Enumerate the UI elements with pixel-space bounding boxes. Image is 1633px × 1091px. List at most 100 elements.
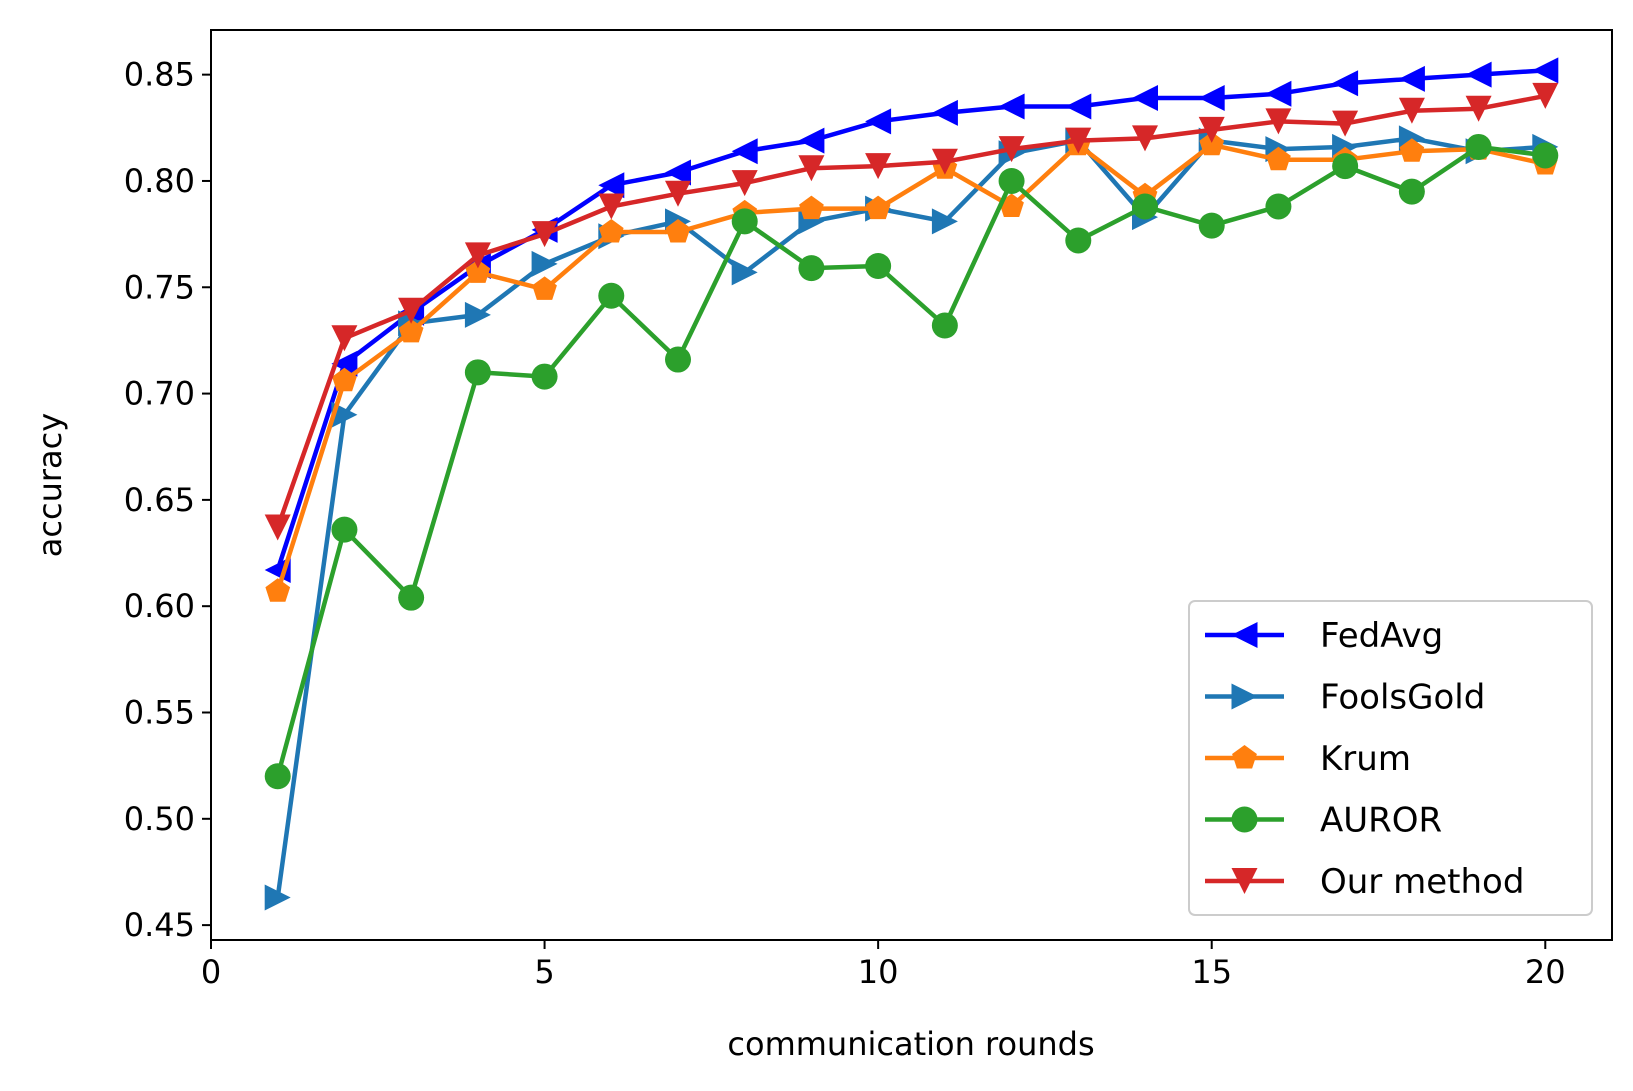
data-point-auror bbox=[398, 584, 425, 611]
data-point-auror bbox=[1132, 193, 1158, 220]
data-point-fedavg bbox=[1265, 80, 1292, 107]
data-point-fedavg bbox=[1332, 70, 1359, 97]
data-point-our-method bbox=[1398, 97, 1425, 124]
data-point-foolsgold bbox=[264, 884, 291, 911]
legend-label: FedAvg bbox=[1320, 616, 1443, 656]
data-point-auror bbox=[865, 253, 892, 280]
data-point-our-method bbox=[264, 514, 291, 541]
data-point-our-method bbox=[665, 180, 691, 207]
data-point-our-method bbox=[1465, 95, 1492, 122]
legend: FedAvg FoolsGold Krum AUROR Our method bbox=[1188, 600, 1593, 916]
legend-swatch-marker bbox=[1232, 745, 1257, 769]
data-point-krum bbox=[598, 219, 624, 243]
y-tick-label: 0.70 bbox=[124, 375, 195, 413]
data-point-our-method bbox=[598, 193, 625, 220]
data-point-auror bbox=[1065, 227, 1092, 254]
plot-frame bbox=[210, 29, 1613, 941]
data-point-fedavg bbox=[731, 138, 758, 165]
data-point-fedavg bbox=[1132, 85, 1158, 111]
data-point-fedavg bbox=[798, 127, 825, 154]
data-point-auror bbox=[931, 312, 958, 339]
y-tick-label: 0.85 bbox=[124, 56, 195, 94]
legend-label: Krum bbox=[1320, 739, 1411, 779]
y-tick-label: 0.75 bbox=[124, 268, 195, 306]
data-point-krum bbox=[465, 259, 491, 283]
data-point-our-method bbox=[931, 148, 958, 175]
legend-swatch-marker bbox=[1231, 868, 1258, 894]
data-point-auror bbox=[731, 208, 758, 235]
data-point-fedavg bbox=[598, 172, 625, 199]
data-point-auror bbox=[264, 763, 291, 790]
x-tick-label: 20 bbox=[1525, 953, 1566, 991]
x-tick-label: 5 bbox=[534, 953, 554, 991]
y-tick-label: 0.50 bbox=[124, 800, 195, 838]
legend-label: AUROR bbox=[1320, 801, 1442, 841]
series-our-method bbox=[264, 82, 1559, 541]
data-point-krum bbox=[665, 219, 691, 243]
data-point-fedavg bbox=[865, 108, 892, 135]
series-auror bbox=[264, 133, 1559, 790]
data-point-auror bbox=[331, 516, 358, 543]
x-tick-label: 15 bbox=[1191, 953, 1232, 991]
data-point-foolsgold bbox=[464, 301, 491, 328]
data-point-our-method bbox=[464, 242, 491, 269]
data-point-krum bbox=[398, 318, 424, 343]
data-point-our-method bbox=[1065, 127, 1092, 154]
y-axis-label: accuracy bbox=[31, 413, 69, 557]
data-point-auror bbox=[1198, 212, 1225, 239]
data-point-foolsgold bbox=[931, 208, 958, 235]
data-point-our-method bbox=[331, 325, 358, 352]
data-point-our-method bbox=[1532, 82, 1559, 109]
data-point-our-method bbox=[1132, 125, 1158, 152]
data-point-our-method bbox=[865, 153, 892, 180]
data-point-fedavg bbox=[1398, 65, 1425, 92]
y-tick-label: 0.80 bbox=[124, 162, 195, 200]
legend-item-our-method: Our method bbox=[1205, 862, 1524, 902]
data-point-auror bbox=[1532, 142, 1559, 169]
data-point-our-method bbox=[731, 170, 758, 197]
data-point-krum bbox=[1266, 146, 1291, 171]
data-point-our-method bbox=[531, 221, 558, 248]
data-point-auror bbox=[798, 255, 825, 282]
data-point-auror bbox=[665, 346, 691, 373]
data-point-fedavg bbox=[1065, 93, 1092, 120]
data-point-fedavg bbox=[1465, 61, 1492, 88]
data-point-our-method bbox=[1332, 110, 1359, 137]
y-tick-label: 0.60 bbox=[124, 587, 195, 625]
legend-label: FoolsGold bbox=[1320, 678, 1485, 718]
data-point-krum bbox=[1199, 131, 1225, 156]
data-point-auror bbox=[1465, 133, 1492, 160]
data-point-krum bbox=[865, 195, 891, 220]
legend-swatch-marker bbox=[1231, 622, 1258, 648]
data-point-fedavg bbox=[1532, 57, 1559, 84]
data-point-auror bbox=[998, 167, 1025, 194]
data-point-foolsgold bbox=[531, 250, 558, 277]
data-point-our-method bbox=[798, 155, 825, 182]
x-axis-label: communication rounds bbox=[727, 1025, 1094, 1063]
data-point-our-method bbox=[1265, 108, 1292, 135]
data-point-fedavg bbox=[665, 159, 691, 186]
y-axis-ticks: 0.45 0.50 0.55 0.60 0.65 0.70 0.75 0.80 0.85 bbox=[124, 56, 211, 944]
data-point-foolsgold bbox=[731, 259, 758, 286]
data-point-krum bbox=[265, 578, 291, 602]
legend-box bbox=[1188, 600, 1593, 916]
x-tick-label: 10 bbox=[858, 953, 899, 991]
x-tick-label: 0 bbox=[201, 953, 221, 991]
legend-item-fedavg: FedAvg bbox=[1205, 616, 1443, 656]
data-point-auror bbox=[1398, 178, 1425, 205]
y-tick-label: 0.45 bbox=[124, 906, 195, 944]
legend-label: Our method bbox=[1320, 862, 1524, 902]
y-tick-label: 0.65 bbox=[124, 481, 195, 519]
data-point-fedavg bbox=[931, 99, 958, 126]
x-axis-ticks: 0 5 10 15 20 bbox=[201, 940, 1566, 991]
data-point-krum bbox=[1399, 138, 1425, 162]
legend-item-auror: AUROR bbox=[1205, 801, 1442, 841]
legend-swatch-marker bbox=[1231, 806, 1258, 833]
data-point-our-method bbox=[398, 297, 425, 324]
legend-item-foolsgold: FoolsGold bbox=[1205, 678, 1485, 718]
data-point-fedavg bbox=[998, 93, 1025, 120]
data-point-auror bbox=[1332, 153, 1359, 180]
data-point-our-method bbox=[1198, 116, 1225, 143]
data-point-krum bbox=[332, 367, 357, 392]
